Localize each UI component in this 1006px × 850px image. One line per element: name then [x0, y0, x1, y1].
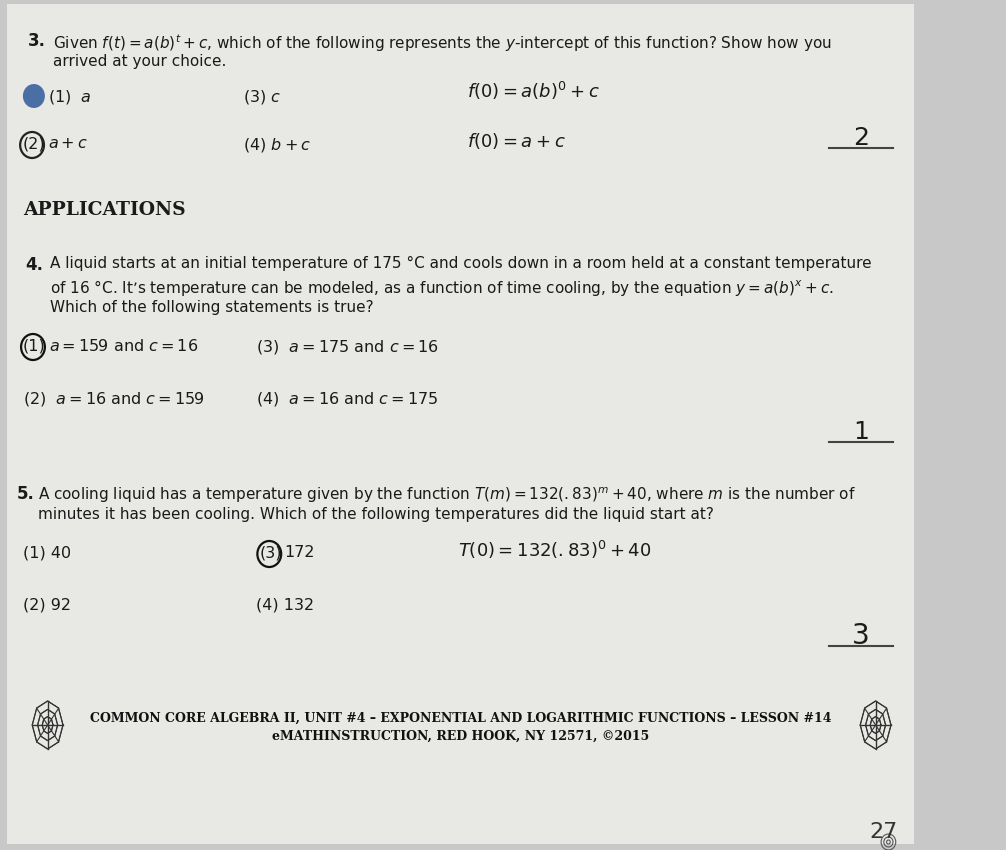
Text: $a+c$: $a+c$	[47, 136, 88, 151]
Text: (1) 40: (1) 40	[23, 545, 71, 560]
Text: minutes it has been cooling. Which of the following temperatures did the liquid : minutes it has been cooling. Which of th…	[38, 507, 714, 522]
Text: (3) $c$: (3) $c$	[242, 88, 281, 106]
Text: (2) 92: (2) 92	[23, 597, 70, 612]
Text: (3)  $a=175$ and $c=16$: (3) $a=175$ and $c=16$	[257, 338, 440, 356]
Text: (1): (1)	[23, 338, 45, 353]
Text: $f(0)= a(b)^0 +c$: $f(0)= a(b)^0 +c$	[467, 80, 600, 102]
Circle shape	[23, 84, 45, 108]
Text: (3): (3)	[260, 545, 282, 560]
Text: $T(0)= 132(.83)^0 +40$: $T(0)= 132(.83)^0 +40$	[458, 539, 652, 561]
Text: 3: 3	[852, 622, 870, 650]
Text: APPLICATIONS: APPLICATIONS	[23, 201, 185, 219]
Text: A cooling liquid has a temperature given by the function $T(m)=132(.83)^m+40$, w: A cooling liquid has a temperature given…	[38, 485, 856, 505]
Text: of 16 °C. It’s temperature can be modeled, as a function of time cooling, by the: of 16 °C. It’s temperature can be modele…	[50, 278, 834, 298]
Text: 27: 27	[869, 822, 897, 842]
Text: eMATHINSTRUCTION, RED HOOK, NY 12571, ©2015: eMATHINSTRUCTION, RED HOOK, NY 12571, ©2…	[272, 730, 649, 743]
Text: 4.: 4.	[25, 256, 43, 274]
Text: (4) $b+c$: (4) $b+c$	[242, 136, 311, 154]
Text: Given $f(t)=a(b)^t+c$, which of the following represents the $y$-intercept of th: Given $f(t)=a(b)^t+c$, which of the foll…	[53, 32, 832, 54]
Text: 172: 172	[284, 545, 315, 560]
Text: $a=159$ and $c=16$: $a=159$ and $c=16$	[48, 338, 198, 354]
Text: (4)  $a=16$ and $c=175$: (4) $a=16$ and $c=175$	[257, 390, 439, 408]
Text: 5.: 5.	[16, 485, 34, 503]
Text: A liquid starts at an initial temperature of 175 °C and cools down in a room hel: A liquid starts at an initial temperatur…	[50, 256, 872, 271]
Text: 2: 2	[853, 126, 869, 150]
Text: COMMON CORE ALGEBRA II, UNIT #4 – EXPONENTIAL AND LOGARITHMIC FUNCTIONS – LESSON: COMMON CORE ALGEBRA II, UNIT #4 – EXPONE…	[90, 712, 831, 725]
Text: (1)  $a$: (1) $a$	[47, 88, 92, 106]
Text: $f(0)= a+c$: $f(0)= a+c$	[467, 131, 565, 151]
FancyBboxPatch shape	[7, 4, 914, 844]
Text: (4) 132: (4) 132	[257, 597, 315, 612]
Text: Which of the following statements is true?: Which of the following statements is tru…	[50, 300, 374, 315]
Text: arrived at your choice.: arrived at your choice.	[53, 54, 226, 69]
Text: 1: 1	[853, 420, 869, 444]
Text: (2)  $a=16$ and $c=159$: (2) $a=16$ and $c=159$	[23, 390, 205, 408]
Text: 3.: 3.	[27, 32, 45, 50]
Text: (2): (2)	[23, 136, 45, 151]
